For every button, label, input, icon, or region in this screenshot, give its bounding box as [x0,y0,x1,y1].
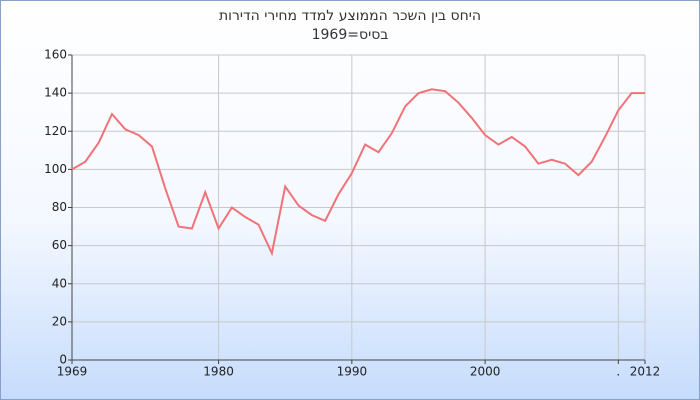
y-tick-label: 80 [52,200,67,214]
x-tick-label: 2012 [630,365,661,379]
x-tick-label: 1990 [337,365,368,379]
y-tick-label: 120 [44,124,67,138]
x-tick-label: 1969 [57,365,88,379]
y-tick-label: 60 [52,238,67,252]
x-tick-label: . [616,365,620,379]
y-tick-label: 100 [44,162,67,176]
x-tick-label: 1980 [203,365,234,379]
y-tick-label: 160 [44,48,67,62]
chart-title: היחס בין השכר הממוצע למדד מחירי הדירות [219,8,481,24]
y-tick-label: 140 [44,86,67,100]
y-tick-label: 0 [59,353,67,367]
chart-subtitle: בסיס=1969 [312,27,389,43]
data-line [71,88,645,257]
x-tick-label: 2000 [470,365,501,379]
y-tick-label: 40 [52,276,67,290]
y-tick-label: 20 [52,314,67,328]
